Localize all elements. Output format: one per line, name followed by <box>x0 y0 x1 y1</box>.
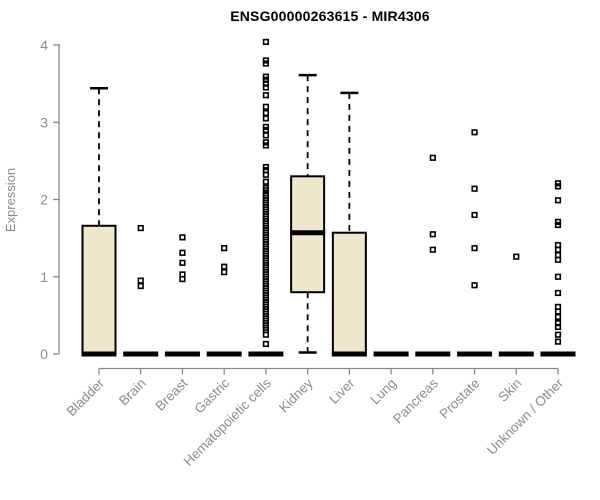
x-tick-label: Bladder <box>64 375 108 419</box>
outlier-point <box>262 340 270 348</box>
outlier-point <box>554 183 562 190</box>
outlier-point <box>554 323 562 331</box>
x-tick-label: Prostate <box>437 376 483 422</box>
outlier-point <box>554 338 562 345</box>
boxplot-kidney <box>290 73 326 354</box>
outlier-point <box>179 275 186 283</box>
boxplot-liver <box>331 91 367 357</box>
boxplot-hematopoietic-cells <box>248 38 284 357</box>
y-axis: 0 1 2 3 4 <box>40 37 60 362</box>
outlier-point <box>554 256 562 263</box>
outlier-point <box>262 103 270 110</box>
outlier-point <box>179 249 186 256</box>
x-tick-label: Skin <box>495 376 524 405</box>
outlier-point <box>554 289 562 297</box>
outlier-point <box>513 253 520 260</box>
outlier-point <box>262 92 270 99</box>
outlier-point <box>554 313 562 321</box>
outlier-point <box>471 129 478 136</box>
outlier-point <box>262 178 270 185</box>
outlier-point <box>137 282 144 290</box>
outlier-point <box>262 171 270 178</box>
boxplot-skin <box>498 253 534 357</box>
box <box>81 224 117 355</box>
outlier-point <box>471 185 478 192</box>
box <box>331 231 367 355</box>
outlier-point <box>137 224 144 232</box>
outlier-point <box>554 246 562 253</box>
outlier-point <box>554 273 562 280</box>
x-tick-label: Breast <box>152 375 190 413</box>
outlier-point <box>262 132 270 139</box>
boxplot-gastric <box>206 245 242 357</box>
x-tick-label: Pancreas <box>390 375 441 426</box>
outlier-point <box>262 142 270 149</box>
outlier-point <box>179 259 186 266</box>
outlier-point <box>429 246 436 253</box>
outlier-point <box>262 84 270 91</box>
y-tick-label: 3 <box>40 114 48 130</box>
y-tick-label: 0 <box>40 346 48 362</box>
outlier-point <box>262 60 270 67</box>
x-tick-label: Lung <box>367 376 399 408</box>
boxplot-bladder <box>81 87 117 357</box>
x-tick-label: Gastric <box>191 375 232 416</box>
chart-title: ENSG00000263615 - MIR4306 <box>230 8 430 24</box>
boxplot-brain <box>123 224 159 357</box>
outlier-point <box>471 282 478 289</box>
outlier-point <box>429 231 436 238</box>
outlier-point <box>221 245 228 252</box>
outlier-point <box>262 126 270 134</box>
outlier-point <box>262 109 270 117</box>
outlier-point <box>221 269 228 276</box>
x-tick-label: Kidney <box>276 375 316 415</box>
boxplot-prostate <box>457 129 493 357</box>
outlier-point <box>262 331 270 338</box>
y-tick-label: 4 <box>40 37 48 53</box>
outlier-point <box>221 263 228 270</box>
x-tick-label: Liver <box>326 375 358 407</box>
outlier-point <box>471 211 478 219</box>
x-tick-label: Brain <box>116 376 149 409</box>
outlier-point <box>262 115 270 122</box>
outlier-point <box>554 331 562 338</box>
y-tick-label: 1 <box>40 269 48 285</box>
outlier-point <box>137 277 144 284</box>
y-tick-label: 2 <box>40 192 48 208</box>
outlier-point <box>554 308 562 315</box>
outlier-point <box>262 38 270 46</box>
x-tick-label: Unknown / Other <box>484 375 567 458</box>
outlier-point <box>429 154 436 161</box>
outlier-point <box>554 221 562 229</box>
boxplot-breast <box>164 234 200 357</box>
outlier-point <box>471 245 478 252</box>
outlier-point <box>179 234 186 241</box>
outlier-point <box>554 197 562 204</box>
boxplot-pancreas <box>415 154 451 357</box>
boxplot-unknown-other <box>540 180 576 357</box>
